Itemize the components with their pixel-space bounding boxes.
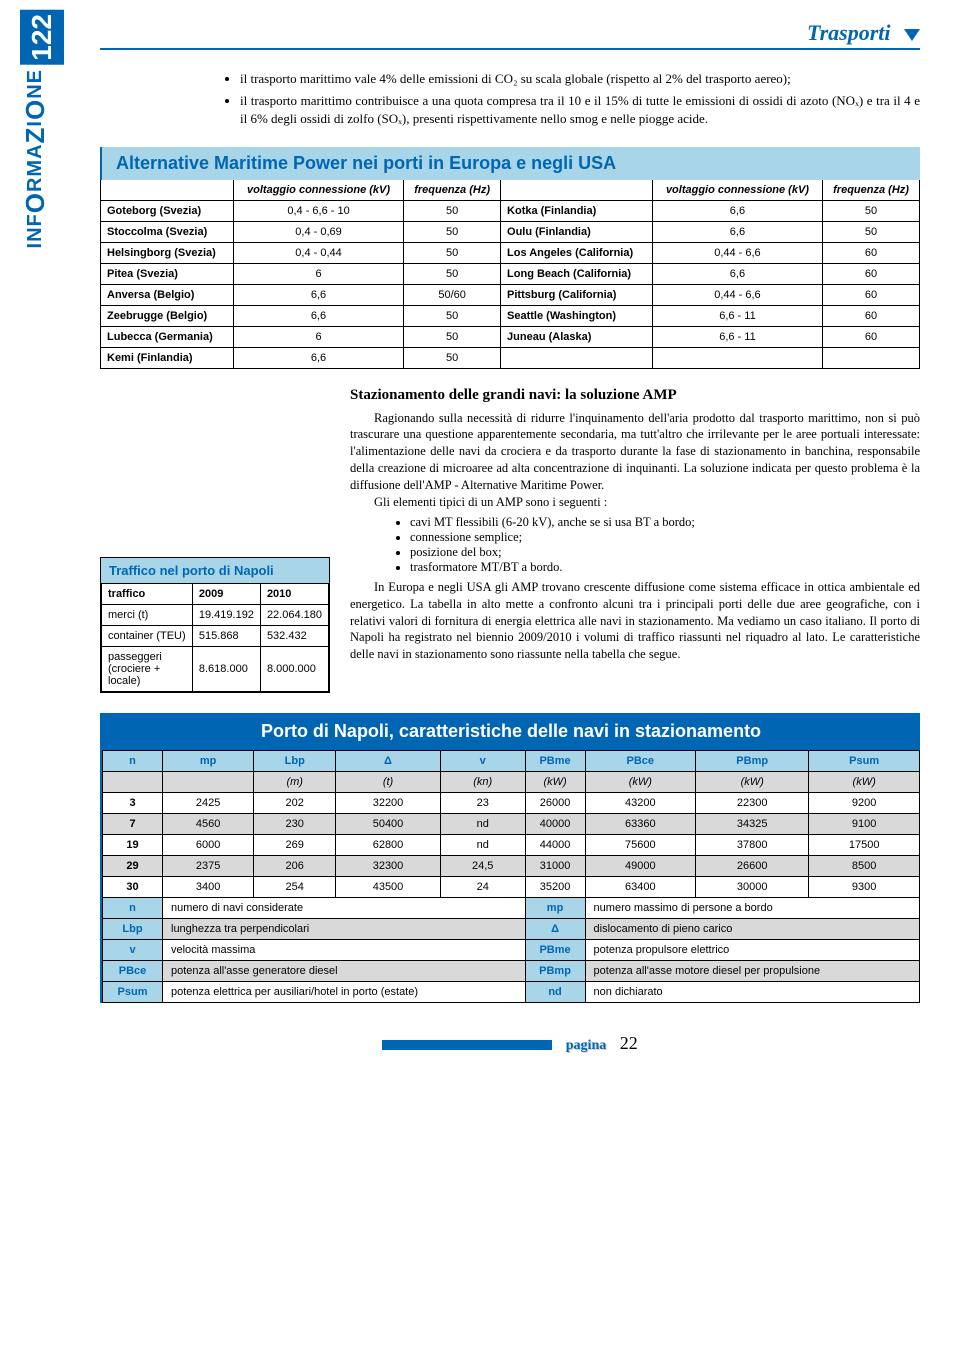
triangle-down-icon xyxy=(904,29,920,41)
para3: In Europa e negli USA gli AMP trovano cr… xyxy=(350,579,920,663)
amp-table: voltaggio connessione (kV) frequenza (Hz… xyxy=(100,180,920,369)
header-title: Trasporti xyxy=(100,20,920,50)
amp-bullet: cavi MT flessibili (6-20 kV), anche se s… xyxy=(410,515,920,530)
footer: pagina 22 xyxy=(100,1033,920,1054)
page-number-side: 122 xyxy=(20,10,64,65)
bullet-item: il trasporto marittimo vale 4% delle emi… xyxy=(240,70,920,88)
traffic-box: Traffico nel porto di Napoli traffico200… xyxy=(100,557,330,693)
amp-title: Alternative Maritime Power nei porti in … xyxy=(100,147,920,180)
footer-num: 22 xyxy=(620,1033,638,1053)
amp-bullet: trasformatore MT/BT a bordo. xyxy=(410,560,920,575)
amp-bullet: connessione semplice; xyxy=(410,530,920,545)
traffic-table: traffico20092010 merci (t)19.419.19222.0… xyxy=(101,583,329,692)
col-freq-2: frequenza (Hz) xyxy=(823,180,920,201)
intro-bullets: il trasporto marittimo vale 4% delle emi… xyxy=(240,70,920,129)
side-text: INFORMAZIONE xyxy=(20,69,51,248)
napoli-table: nmpLbpΔvPBmePBcePBmpPsum (m)(t)(kn)(kW)(… xyxy=(102,750,920,1003)
header-text: Trasporti xyxy=(807,20,891,45)
subsection-title: Stazionamento delle grandi navi: la solu… xyxy=(350,387,920,404)
side-label: 122 INFORMAZIONE xyxy=(20,10,64,248)
para1: Ragionando sulla necessità di ridurre l'… xyxy=(350,410,920,494)
amp-bullet: posizione del box; xyxy=(410,545,920,560)
col-freq-1: frequenza (Hz) xyxy=(404,180,501,201)
amp-bullets: cavi MT flessibili (6-20 kV), anche se s… xyxy=(410,515,920,575)
footer-label: pagina xyxy=(566,1038,606,1053)
napoli-title: Porto di Napoli, caratteristiche delle n… xyxy=(102,713,920,750)
col-volt-2: voltaggio connessione (kV) xyxy=(652,180,822,201)
col-volt-1: voltaggio connessione (kV) xyxy=(233,180,403,201)
traffic-title: Traffico nel porto di Napoli xyxy=(101,558,329,583)
para2: Gli elementi tipici di un AMP sono i seg… xyxy=(350,494,920,511)
bullet-item: il trasporto marittimo contribuisce a un… xyxy=(240,92,920,128)
